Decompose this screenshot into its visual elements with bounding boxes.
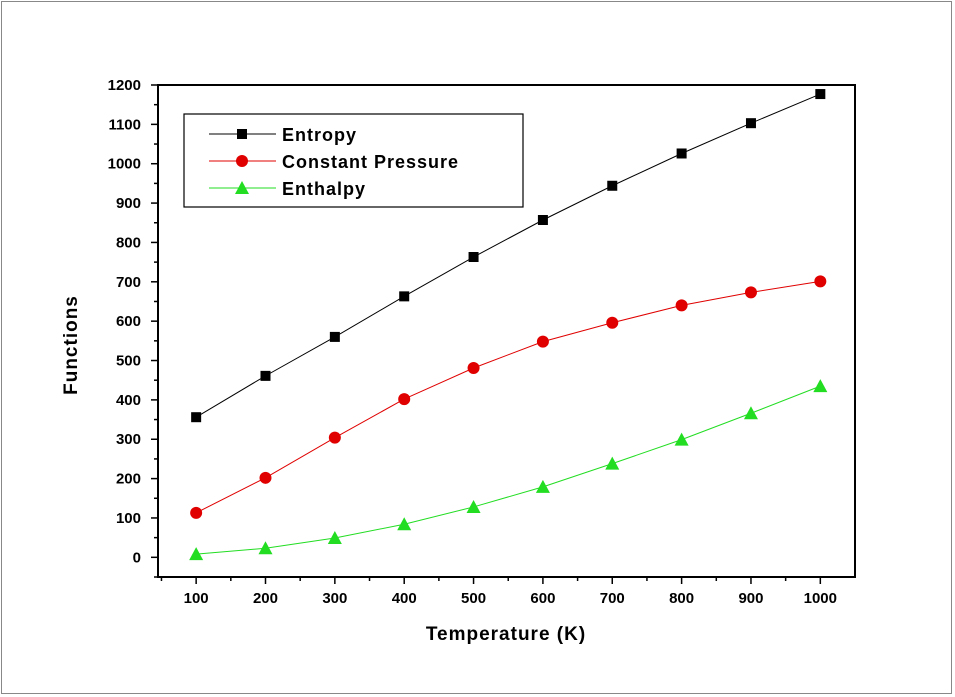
x-tick-label: 100	[184, 590, 209, 607]
constant-pressure-point	[606, 316, 619, 329]
x-tick-label: 900	[738, 590, 763, 607]
constant-pressure-point	[675, 299, 688, 312]
legend-label-entropy: Entropy	[282, 125, 357, 145]
legend-marker-entropy	[237, 129, 247, 139]
y-tick-label: 400	[116, 392, 141, 409]
x-tick-label: 1000	[804, 590, 837, 607]
y-axis-label: Functions	[61, 295, 82, 395]
entropy-point	[537, 215, 548, 226]
constant-pressure-point	[744, 286, 757, 299]
entropy-point	[676, 148, 687, 159]
x-tick-label: 300	[322, 590, 347, 607]
legend: Entropy Constant Pressure Enthalpy	[183, 113, 524, 208]
y-tick-label: 200	[116, 471, 141, 488]
x-tick-label: 400	[392, 590, 417, 607]
entropy-point	[191, 412, 202, 423]
x-tick-label: 500	[461, 590, 486, 607]
axes: 100 200 300 400 500 600 700 800 900 1000 0 100 200 30…	[108, 77, 856, 607]
x-tick-label: 800	[669, 590, 694, 607]
constant-pressure-point	[467, 361, 480, 374]
constant-pressure-point	[190, 506, 203, 519]
enthalpy-point	[327, 531, 342, 545]
entropy-point	[399, 291, 410, 302]
y-tick-label: 500	[116, 353, 141, 370]
entropy-point	[815, 89, 826, 100]
legend-marker-constant-pressure	[236, 155, 248, 167]
y-tick-label: 800	[116, 234, 141, 251]
enthalpy-line	[196, 385, 821, 555]
entropy-point	[745, 118, 756, 129]
y-tick-label: 700	[116, 274, 141, 291]
entropy-point	[329, 331, 340, 342]
y-tick-label: 600	[116, 313, 141, 330]
y-tick-label: 1200	[108, 77, 141, 94]
entropy-point	[607, 180, 618, 191]
enthalpy-point	[813, 379, 828, 393]
x-tick-label: 600	[530, 590, 555, 607]
constant-pressure-point	[814, 275, 827, 288]
legend-label-constant-pressure: Constant Pressure	[282, 152, 459, 172]
constant-pressure-point	[259, 471, 272, 484]
constant-pressure-point	[328, 431, 341, 444]
enthalpy-point	[743, 406, 758, 420]
y-tick-label: 300	[116, 431, 141, 448]
legend-marker-enthalpy	[235, 181, 249, 194]
enthalpy-point	[605, 456, 620, 470]
y-tick-label: 900	[116, 195, 141, 212]
entropy-line	[195, 93, 821, 418]
x-axis-label: Temperature (K)	[426, 624, 586, 645]
enthalpy-point	[674, 432, 689, 446]
y-tick-label: 1100	[108, 116, 141, 133]
y-tick-label: 100	[116, 510, 141, 527]
constant-pressure-point	[398, 393, 411, 406]
x-tick-label: 200	[253, 590, 278, 607]
entropy-point	[468, 252, 479, 263]
enthalpy-point	[397, 517, 412, 531]
series-group	[189, 89, 828, 561]
enthalpy-point	[258, 541, 273, 555]
constant-pressure-point	[536, 335, 549, 348]
legend-label-enthalpy: Enthalpy	[282, 179, 366, 199]
constant-pressure-line	[195, 280, 821, 514]
x-tick-label: 700	[600, 590, 625, 607]
entropy-point	[260, 370, 271, 381]
y-tick-label: 1000	[108, 156, 141, 173]
enthalpy-point	[535, 479, 550, 493]
y-tick-label: 0	[133, 549, 141, 566]
plot-area-border	[157, 84, 856, 578]
enthalpy-point	[466, 499, 481, 513]
enthalpy-point	[189, 547, 204, 561]
